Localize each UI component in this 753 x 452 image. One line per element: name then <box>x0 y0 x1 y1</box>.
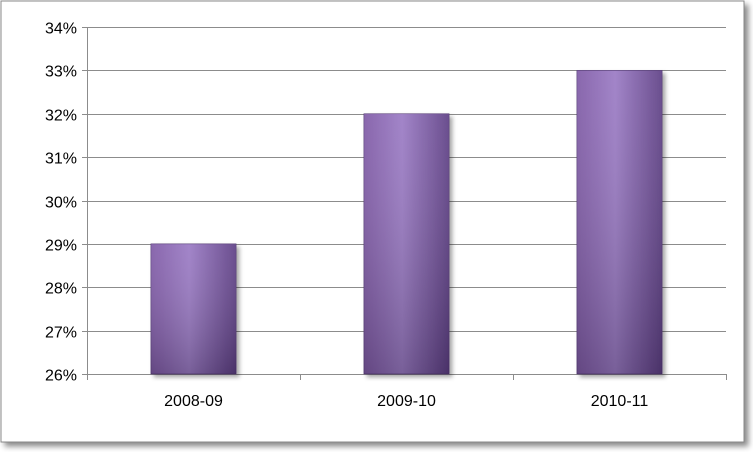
bars <box>150 70 663 375</box>
x-tick-label: 2009-10 <box>377 393 436 410</box>
x-tick-label: 2010-11 <box>591 393 649 410</box>
y-tick-label: 27% <box>45 325 77 342</box>
x-tick-label: 2008-09 <box>164 393 223 410</box>
y-tick-label: 26% <box>45 368 77 385</box>
bar-shading <box>576 70 663 374</box>
y-tick-label: 28% <box>45 281 77 298</box>
y-tick-label: 30% <box>45 195 77 212</box>
bar-shading <box>363 113 450 374</box>
y-tick-label: 29% <box>45 238 77 255</box>
y-tick-label: 34% <box>45 21 77 38</box>
y-tick-labels: 26% 27% 28% 29% 30% 31% 32% 33% 34% <box>45 21 77 385</box>
y-tick-label: 32% <box>45 108 77 125</box>
axes <box>82 27 727 380</box>
y-tick-label: 33% <box>45 64 77 81</box>
x-tick-labels: 2008-09 2009-10 2010-11 <box>164 393 648 410</box>
bar-shading <box>150 243 237 374</box>
y-tick-label: 31% <box>45 151 77 168</box>
